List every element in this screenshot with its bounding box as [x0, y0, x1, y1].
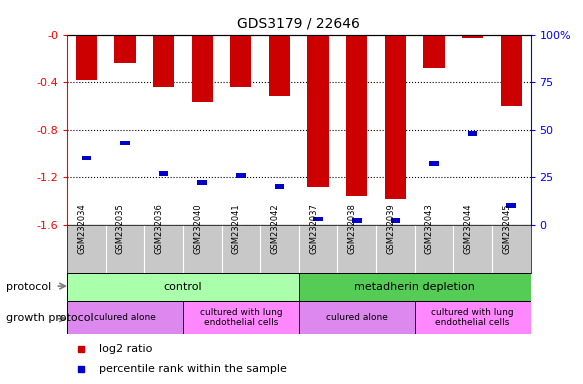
Bar — [352, 218, 361, 223]
Bar — [67, 301, 183, 334]
Text: GSM232036: GSM232036 — [154, 203, 164, 254]
Text: metadherin depletion: metadherin depletion — [354, 282, 475, 292]
Text: GSM232044: GSM232044 — [463, 203, 473, 254]
Text: growth protocol: growth protocol — [6, 313, 93, 323]
Bar — [346, 35, 367, 196]
Bar — [192, 35, 213, 102]
Text: control: control — [164, 282, 202, 292]
Bar — [159, 171, 168, 176]
Text: percentile rank within the sample: percentile rank within the sample — [100, 364, 287, 374]
Text: log2 ratio: log2 ratio — [100, 344, 153, 354]
Bar — [307, 35, 329, 187]
Text: GSM232042: GSM232042 — [271, 203, 279, 254]
Bar — [183, 301, 298, 334]
Bar — [468, 131, 477, 136]
Text: GSM232039: GSM232039 — [387, 203, 395, 254]
Text: GSM232041: GSM232041 — [232, 203, 241, 254]
Bar — [298, 301, 415, 334]
Bar — [120, 141, 130, 145]
Text: cultured with lung
endothelial cells: cultured with lung endothelial cells — [199, 308, 282, 328]
Text: GSM232034: GSM232034 — [78, 203, 86, 254]
Text: protocol: protocol — [6, 282, 51, 292]
Text: GSM232043: GSM232043 — [425, 203, 434, 254]
Text: GSM232045: GSM232045 — [502, 203, 511, 254]
Title: GDS3179 / 22646: GDS3179 / 22646 — [237, 17, 360, 31]
Bar — [198, 180, 207, 185]
Bar — [76, 35, 97, 80]
Text: GSM232035: GSM232035 — [116, 203, 125, 254]
Bar — [501, 35, 522, 106]
Bar — [114, 35, 136, 63]
Bar — [507, 203, 516, 208]
Bar — [423, 35, 445, 68]
Bar — [462, 35, 483, 38]
Bar — [236, 173, 245, 177]
Bar — [230, 35, 251, 87]
Bar — [153, 35, 174, 87]
Bar — [313, 217, 323, 221]
Text: culured alone: culured alone — [94, 313, 156, 322]
Text: cultured with lung
endothelial cells: cultured with lung endothelial cells — [431, 308, 514, 328]
Text: GSM232037: GSM232037 — [309, 203, 318, 254]
Bar — [298, 273, 531, 301]
Bar — [82, 156, 91, 161]
Bar — [269, 35, 290, 96]
Text: culured alone: culured alone — [326, 313, 388, 322]
Text: GSM232040: GSM232040 — [193, 203, 202, 254]
Bar — [429, 161, 439, 166]
Bar — [67, 273, 298, 301]
Bar — [385, 35, 406, 199]
Bar — [391, 218, 400, 223]
Bar — [275, 184, 285, 189]
Text: GSM232038: GSM232038 — [347, 203, 357, 254]
Bar — [415, 301, 531, 334]
